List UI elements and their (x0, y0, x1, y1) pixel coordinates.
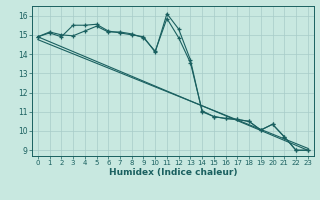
X-axis label: Humidex (Indice chaleur): Humidex (Indice chaleur) (108, 168, 237, 177)
